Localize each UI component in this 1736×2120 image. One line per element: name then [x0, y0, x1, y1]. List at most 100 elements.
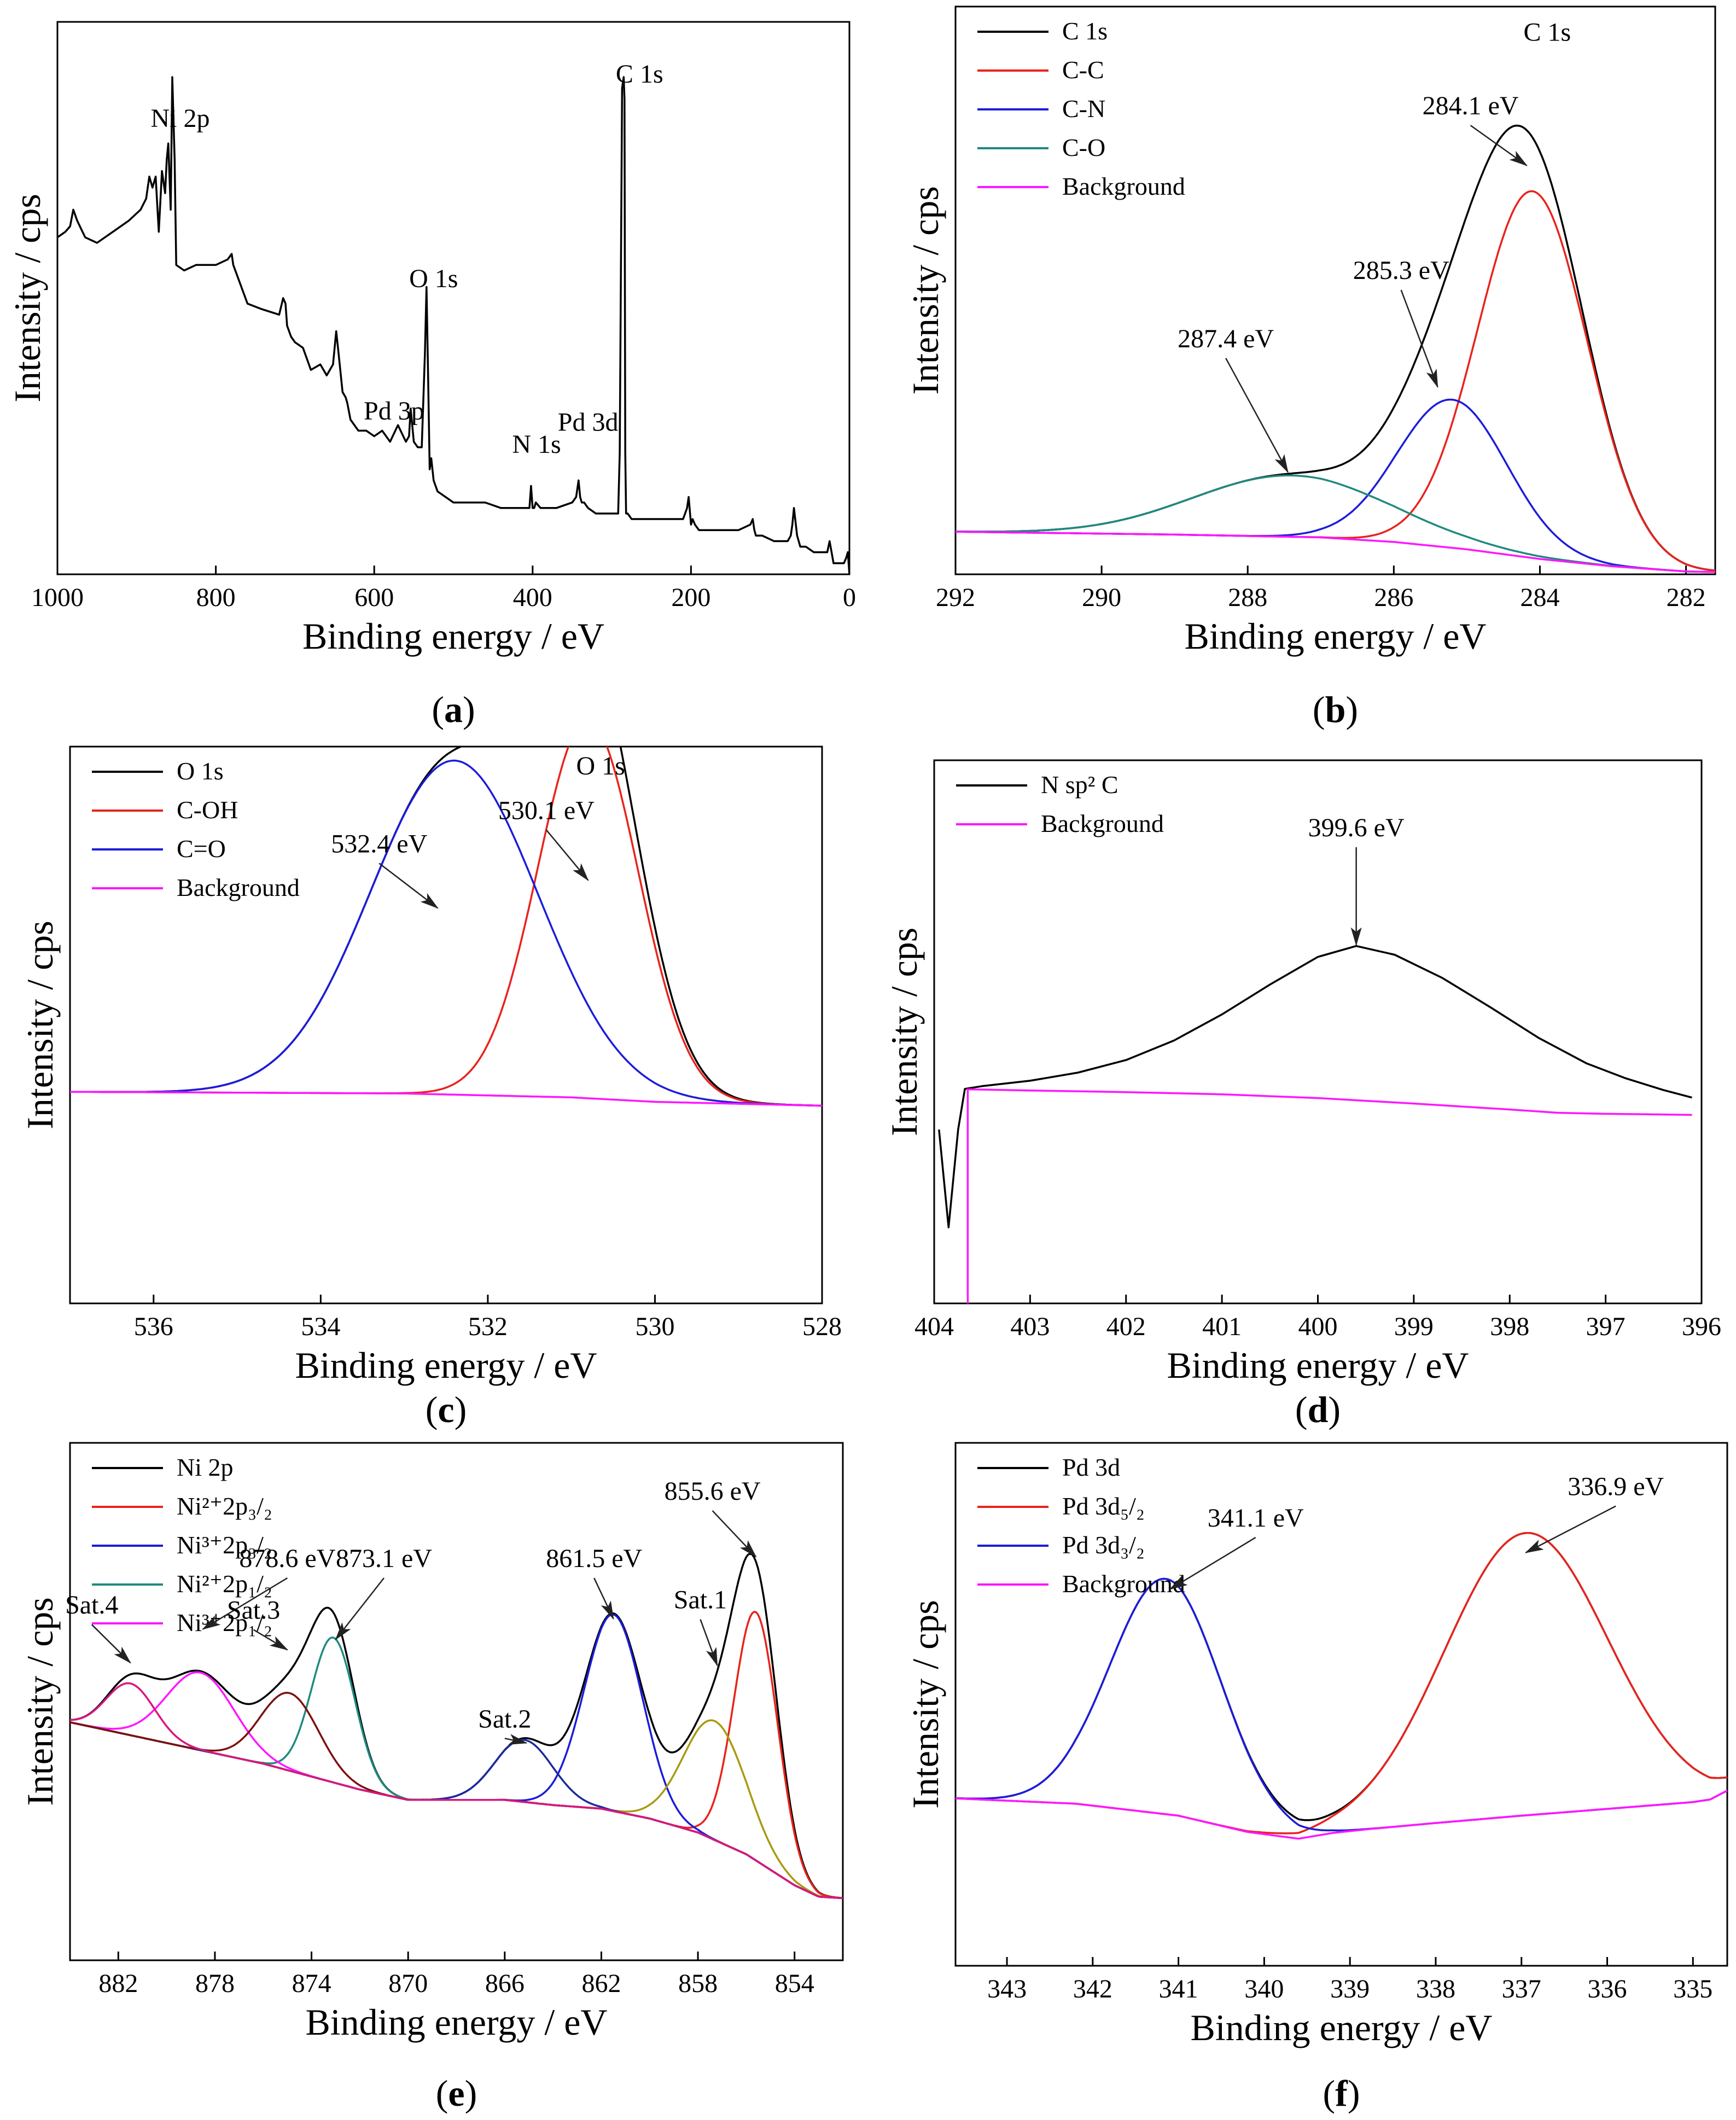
panel-label: (d)	[1295, 1389, 1341, 1430]
panel-label-close: )	[1328, 1389, 1341, 1430]
panel-label-close: )	[1345, 689, 1358, 730]
series-line-background	[966, 1088, 1692, 1303]
x-tick-label: 400	[1298, 1312, 1338, 1341]
x-tick-label: 534	[301, 1312, 340, 1341]
annotation-arrow	[1400, 289, 1438, 388]
x-tick-label: 402	[1106, 1312, 1146, 1341]
annotation-label: 341.1 eV	[1208, 1504, 1304, 1533]
plot-area	[57, 76, 849, 574]
x-tick-label: 397	[1586, 1312, 1626, 1341]
x-axis-label: Binding energy / eV	[295, 1344, 597, 1386]
legend-entry: C-C	[1062, 56, 1104, 84]
x-tick-label: 288	[1228, 583, 1267, 612]
y-axis-label: Intensity / cps	[883, 928, 925, 1137]
x-tick-label: 399	[1394, 1312, 1434, 1341]
panel-label-letter: e	[448, 2072, 464, 2114]
legend-entry: C-N	[1062, 95, 1105, 123]
panel-label-close: )	[465, 2072, 477, 2114]
legend-entry: Background	[1062, 1570, 1185, 1598]
panel-label: (e)	[436, 2072, 477, 2114]
x-tick-label: 874	[292, 1969, 331, 1998]
panel-label: (a)	[432, 689, 475, 730]
annotation-arrow	[593, 1577, 614, 1620]
legend: O 1s C-OH C=O Background	[92, 757, 300, 901]
panel-label-close: )	[463, 689, 475, 730]
panel-label-open: (	[1323, 2072, 1336, 2114]
x-tick-label: 858	[678, 1969, 718, 1998]
annotation-label: 861.5 eV	[546, 1544, 642, 1573]
x-tick-label: 882	[98, 1969, 138, 1998]
x-axis-label: Binding energy / eV	[305, 2001, 607, 2043]
chart-panel-d: 404 403 402 401 400 399 398 397 396 Binding energ…	[883, 759, 1721, 1430]
series-line-c-o	[70, 759, 822, 1107]
panel-label-open: (	[426, 1389, 438, 1430]
annotation-arrow	[545, 829, 589, 881]
annotation-label: Sat.4	[65, 1591, 118, 1620]
y-axis-label: Intensity / cps	[905, 1600, 946, 1809]
x-tick-label: 200	[671, 583, 710, 612]
x-tick-label: 343	[987, 1975, 1027, 2003]
legend-entry: C-OH	[177, 796, 238, 824]
chart-panel-a: 1000 800 600 400 200 0 Binding energy / eV Inte…	[7, 21, 856, 730]
annotation-label: C 1s	[1523, 18, 1571, 46]
plot-frame	[69, 746, 823, 1304]
annotation-label: 878.6 eV	[239, 1544, 335, 1573]
annotation-label: N 1s	[512, 430, 561, 459]
legend-entry: Ni 2p	[177, 1453, 234, 1481]
panel-label-open: (	[1295, 1389, 1308, 1430]
x-tick-label: 530	[635, 1312, 674, 1341]
chart-panel-c: 536 534 532 530 528 Binding energy / eV Intens…	[19, 746, 842, 1430]
annotation-label: Sat.2	[478, 1704, 531, 1733]
x-tick-label: 400	[513, 583, 552, 612]
annotation-arrow	[504, 1734, 528, 1745]
legend-entry: Ni³⁺2p₃/₂	[177, 1531, 272, 1559]
annotation-label: 530.1 eV	[498, 796, 595, 825]
series-line-background	[956, 1790, 1727, 1840]
y-axis-label: Intensity / cps	[7, 194, 48, 403]
legend: Ni 2pNi²⁺2p₃/₂Ni³⁺2p₃/₂Ni²⁺2p₁/₂Ni³⁺2p₁/…	[92, 1453, 272, 1636]
x-tick-label: 292	[936, 583, 975, 612]
annotation-label: Ni 2p	[150, 104, 209, 133]
legend-entry: Ni²⁺2p₁/₂	[177, 1570, 272, 1598]
annotation-label: O 1s	[409, 264, 458, 293]
x-tick-label: 403	[1010, 1312, 1050, 1341]
panel-label-close: )	[1348, 2072, 1360, 2114]
annotation-arrow	[700, 1619, 718, 1667]
legend-entry: Pd 3d	[1062, 1453, 1120, 1481]
panel-label-letter: f	[1335, 2072, 1348, 2114]
x-tick-label: 398	[1490, 1312, 1529, 1341]
annotation-label: Sat.1	[674, 1586, 727, 1615]
x-axis-label: Binding energy / eV	[1184, 615, 1486, 657]
x-tick-label: 532	[468, 1312, 508, 1341]
plot-area	[938, 945, 1692, 1303]
panel-label-open: (	[436, 2072, 448, 2114]
x-tick-label: 870	[388, 1969, 428, 1998]
x-tick-label: 341	[1159, 1975, 1198, 2003]
x-tick-label: 340	[1244, 1975, 1284, 2003]
legend: Pd 3d Pd 3d₅/₂ Pd 3d₃/₂ Background	[977, 1453, 1185, 1598]
x-tick-label: 404	[914, 1312, 954, 1341]
plot-frame	[954, 5, 1716, 575]
x-tick-label: 866	[485, 1969, 525, 1998]
annotation-label: 285.3 eV	[1353, 256, 1449, 285]
series-line-sat-4	[70, 1682, 843, 1900]
series-line-c-c	[956, 190, 1715, 572]
legend-entry: Ni²⁺2p₃/₂	[177, 1492, 272, 1520]
plot-area	[956, 1531, 1727, 1840]
plot-frame	[954, 1442, 1728, 1967]
panel-label-close: )	[455, 1389, 467, 1430]
annotation-arrow	[1225, 358, 1289, 473]
panel-label-letter: b	[1325, 689, 1346, 730]
legend-entry: Pd 3d₃/₂	[1062, 1531, 1145, 1559]
series-line-n-sp-c	[938, 945, 1692, 1228]
x-tick-label: 862	[581, 1969, 621, 1998]
plot-area	[956, 124, 1715, 573]
legend-entry: N sp² C	[1041, 771, 1119, 799]
legend-entry: C-O	[1062, 133, 1105, 161]
x-tick-label: 339	[1330, 1975, 1370, 2003]
x-tick-label: 290	[1082, 583, 1121, 612]
legend: C 1s C-C C-N C-O Background	[977, 17, 1185, 200]
plot-frame	[56, 21, 850, 575]
x-axis-label: Binding energy / eV	[1167, 1344, 1469, 1386]
panel-label-open: (	[1313, 689, 1325, 730]
